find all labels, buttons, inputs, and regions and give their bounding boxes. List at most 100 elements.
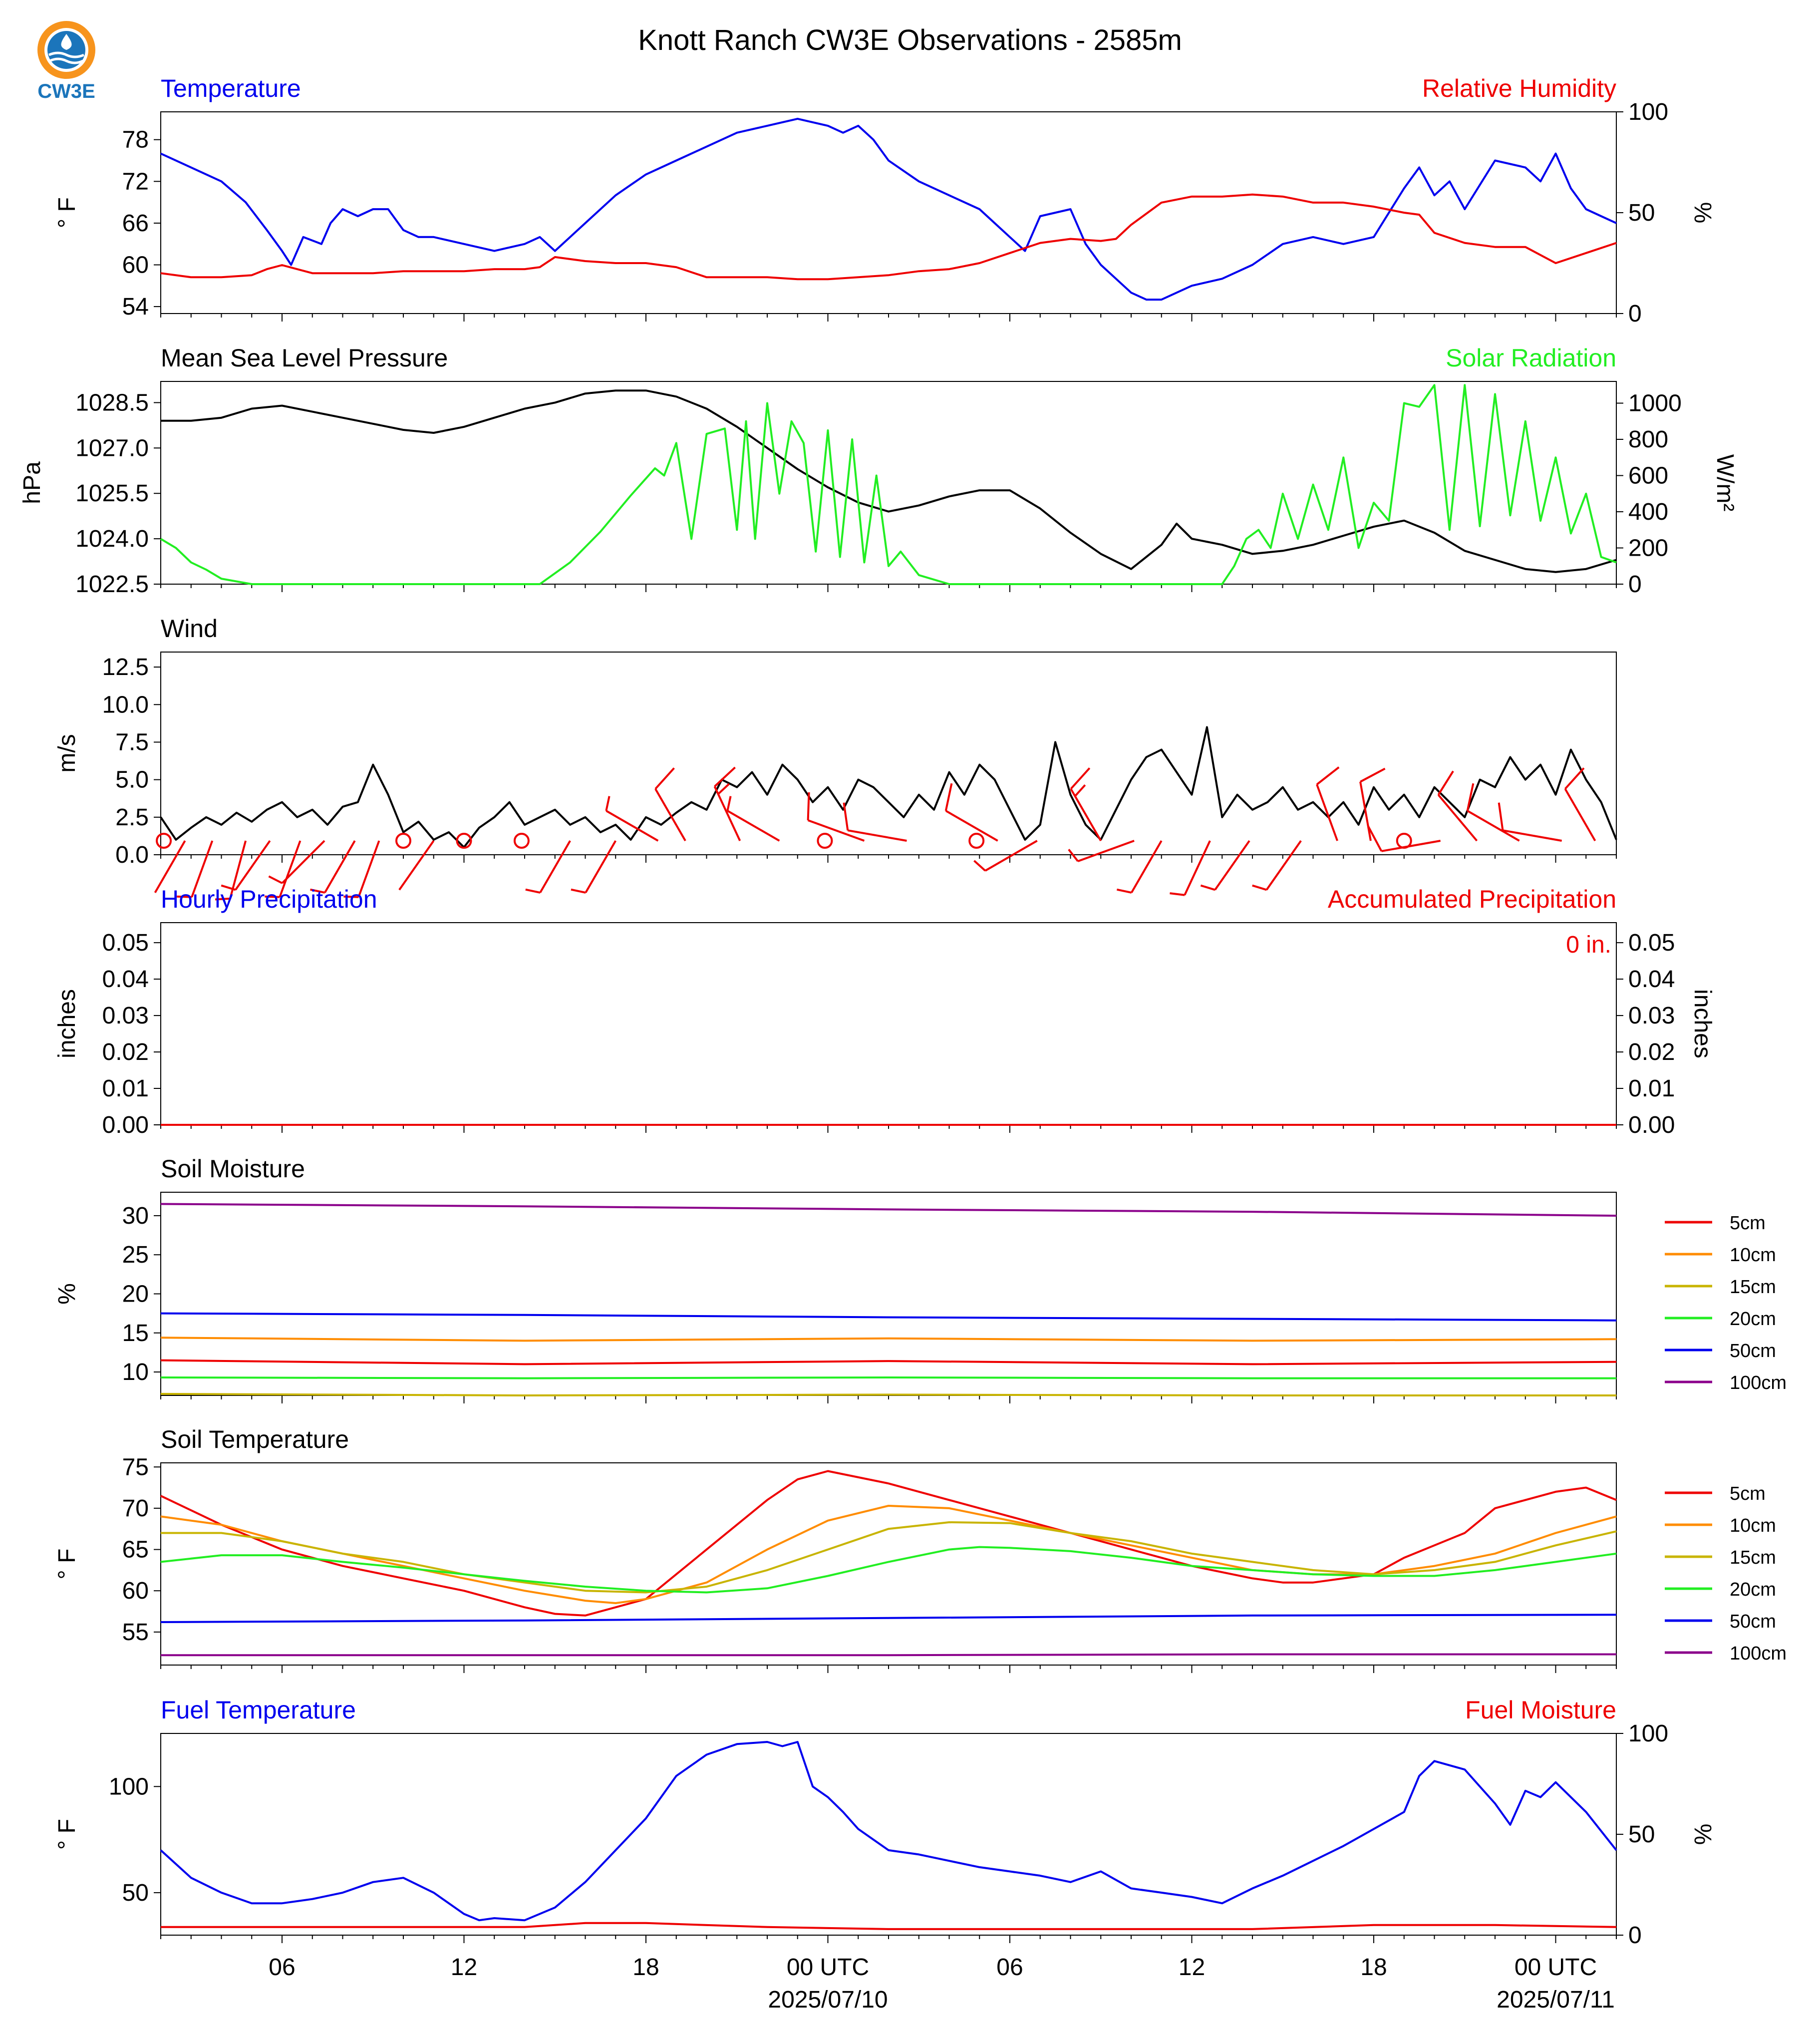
plot-frame: [160, 652, 1617, 855]
cw3e-logo-icon: CW3E: [37, 21, 95, 102]
y-axis-label-left: m/s: [54, 734, 80, 772]
y-axis-label-right: %: [1689, 202, 1716, 224]
y-tick-label-right: 0.02: [1628, 1039, 1675, 1065]
panel-soil_moisture: Soil Moisture1015202530%5cm10cm15cm20cm5…: [54, 1155, 1787, 1403]
panel-title-right: Relative Humidity: [1422, 74, 1616, 102]
y-tick-label-left: 1024.0: [75, 526, 149, 552]
y-tick-label-left: 54: [122, 294, 149, 320]
y-tick-label-right: 0.00: [1628, 1112, 1675, 1138]
wind-barb-calm: [968, 833, 985, 849]
panel-fuel: Fuel Temperature Fuel Moisture 50 100 0 50 100…: [54, 1696, 1716, 1949]
y-tick-label-left: 0.02: [102, 1039, 149, 1065]
wind-barb: [221, 840, 271, 891]
wind-barb: [1437, 770, 1478, 842]
series-line-10cm: [160, 1337, 1617, 1342]
series-line-50cm: [160, 1614, 1617, 1623]
wind-barb: [843, 802, 907, 842]
y-axis-label-left: ° F: [54, 1819, 80, 1850]
y-tick-label-right: 50: [1628, 200, 1655, 226]
wind-barb: [1466, 783, 1520, 842]
wind-barb-calm: [156, 833, 172, 849]
wind-barb-calm: [513, 833, 530, 849]
wind-barb: [1316, 766, 1340, 841]
y-tick-label-right: 600: [1628, 463, 1668, 489]
wind-barb: [177, 840, 214, 898]
series-line-left-0: [160, 1741, 1617, 1922]
y-axis-label-left: inches: [54, 989, 80, 1058]
y-tick-label-left: 55: [122, 1619, 149, 1646]
y-tick-label-right: 0.01: [1628, 1075, 1675, 1102]
legend-label: 100cm: [1730, 1643, 1787, 1664]
wind-barb: [571, 840, 616, 894]
y-tick-label-right: 800: [1628, 426, 1668, 453]
y-tick-label-left: 12.5: [102, 654, 149, 680]
wind-barb: [1359, 767, 1386, 841]
x-tick-label: 18: [1360, 1954, 1387, 1981]
wind-barb: [343, 840, 380, 898]
y-tick-label-left: 60: [122, 1578, 149, 1604]
panel-title-left: Mean Sea Level Pressure: [161, 344, 448, 372]
y-tick-label-left: 66: [122, 210, 149, 237]
panel-title-left: Fuel Temperature: [161, 1696, 356, 1724]
y-tick-label-right: 50: [1628, 1821, 1655, 1848]
legend-label: 20cm: [1730, 1579, 1776, 1600]
series-line-20cm: [160, 1546, 1617, 1594]
y-tick-label-left: 10.0: [102, 691, 149, 718]
panel-temp_rh: Temperature Relative Humidity 54 60 66 72 78 0 5…: [54, 74, 1716, 327]
legend-label: 15cm: [1730, 1277, 1776, 1298]
y-axis-label-left: ° F: [54, 1549, 80, 1580]
wind-barb: [605, 796, 659, 842]
series-line-right-1: [161, 1922, 1617, 1930]
plot-frame: [160, 381, 1617, 585]
series-line-left-0: [160, 117, 1617, 301]
wind-barb-calm: [817, 833, 833, 849]
y-tick-label-left: 15: [122, 1320, 149, 1347]
wind-barb: [713, 766, 741, 841]
y-tick-label-right: 400: [1628, 499, 1668, 525]
x-tick-label: 18: [632, 1954, 659, 1981]
plot-frame: [160, 1733, 1617, 1936]
y-tick-label-left: 0.04: [102, 966, 149, 993]
wind-barb: [398, 840, 435, 891]
wind-barb: [1170, 840, 1211, 896]
wind-barb: [310, 840, 356, 894]
series-line-15cm: [160, 1392, 1616, 1396]
x-tick-label: 00 UTC: [1515, 1954, 1597, 1981]
y-tick-label-left: 0.00: [102, 1112, 149, 1138]
panel-title-left: Hourly Precipitation: [161, 885, 377, 913]
legend-label: 50cm: [1730, 1611, 1776, 1632]
legend-label: 20cm: [1730, 1309, 1776, 1330]
y-axis-label-left: %: [54, 1283, 80, 1305]
y-tick-label-right: 100: [1628, 99, 1668, 125]
x-date-label: 2025/07/11: [1497, 1987, 1615, 2013]
x-tick-label: 00 UTC: [787, 1954, 869, 1981]
y-tick-label-left: 1025.5: [75, 480, 149, 507]
legend-label: 50cm: [1730, 1341, 1776, 1361]
y-tick-label-right: 100: [1628, 1720, 1668, 1747]
legend-label: 15cm: [1730, 1547, 1776, 1568]
panel-title-left: Temperature: [161, 74, 301, 102]
y-tick-label-right: 0: [1628, 301, 1642, 327]
series-line-20cm: [160, 1376, 1616, 1379]
y-axis-label-left: ° F: [54, 197, 80, 228]
wind-barb: [1116, 840, 1163, 894]
x-tick-label: 12: [1179, 1954, 1205, 1981]
legend-label: 5cm: [1730, 1483, 1766, 1504]
wind-barbs: [154, 766, 1596, 901]
y-tick-label-left: 0.03: [102, 1003, 149, 1029]
wind-barb: [807, 792, 865, 842]
chart-panels: Temperature Relative Humidity 54 60 66 72 78 0 5…: [19, 74, 1787, 1949]
y-axis-label-right: inches: [1689, 989, 1716, 1058]
x-date-label: 2025/07/10: [768, 1987, 888, 2013]
wind-barb-calm: [395, 833, 411, 849]
wind-barb: [268, 840, 325, 884]
y-tick-label-left: 0.01: [102, 1075, 149, 1102]
y-tick-label-left: 70: [122, 1495, 149, 1522]
y-tick-label-left: 0.05: [102, 930, 149, 956]
wind-barb: [1367, 826, 1441, 852]
series-line-15cm: [161, 1521, 1617, 1594]
y-tick-label-left: 7.5: [115, 729, 149, 755]
series-line-10cm: [160, 1505, 1617, 1604]
y-tick-label-right: 0: [1628, 1922, 1642, 1949]
